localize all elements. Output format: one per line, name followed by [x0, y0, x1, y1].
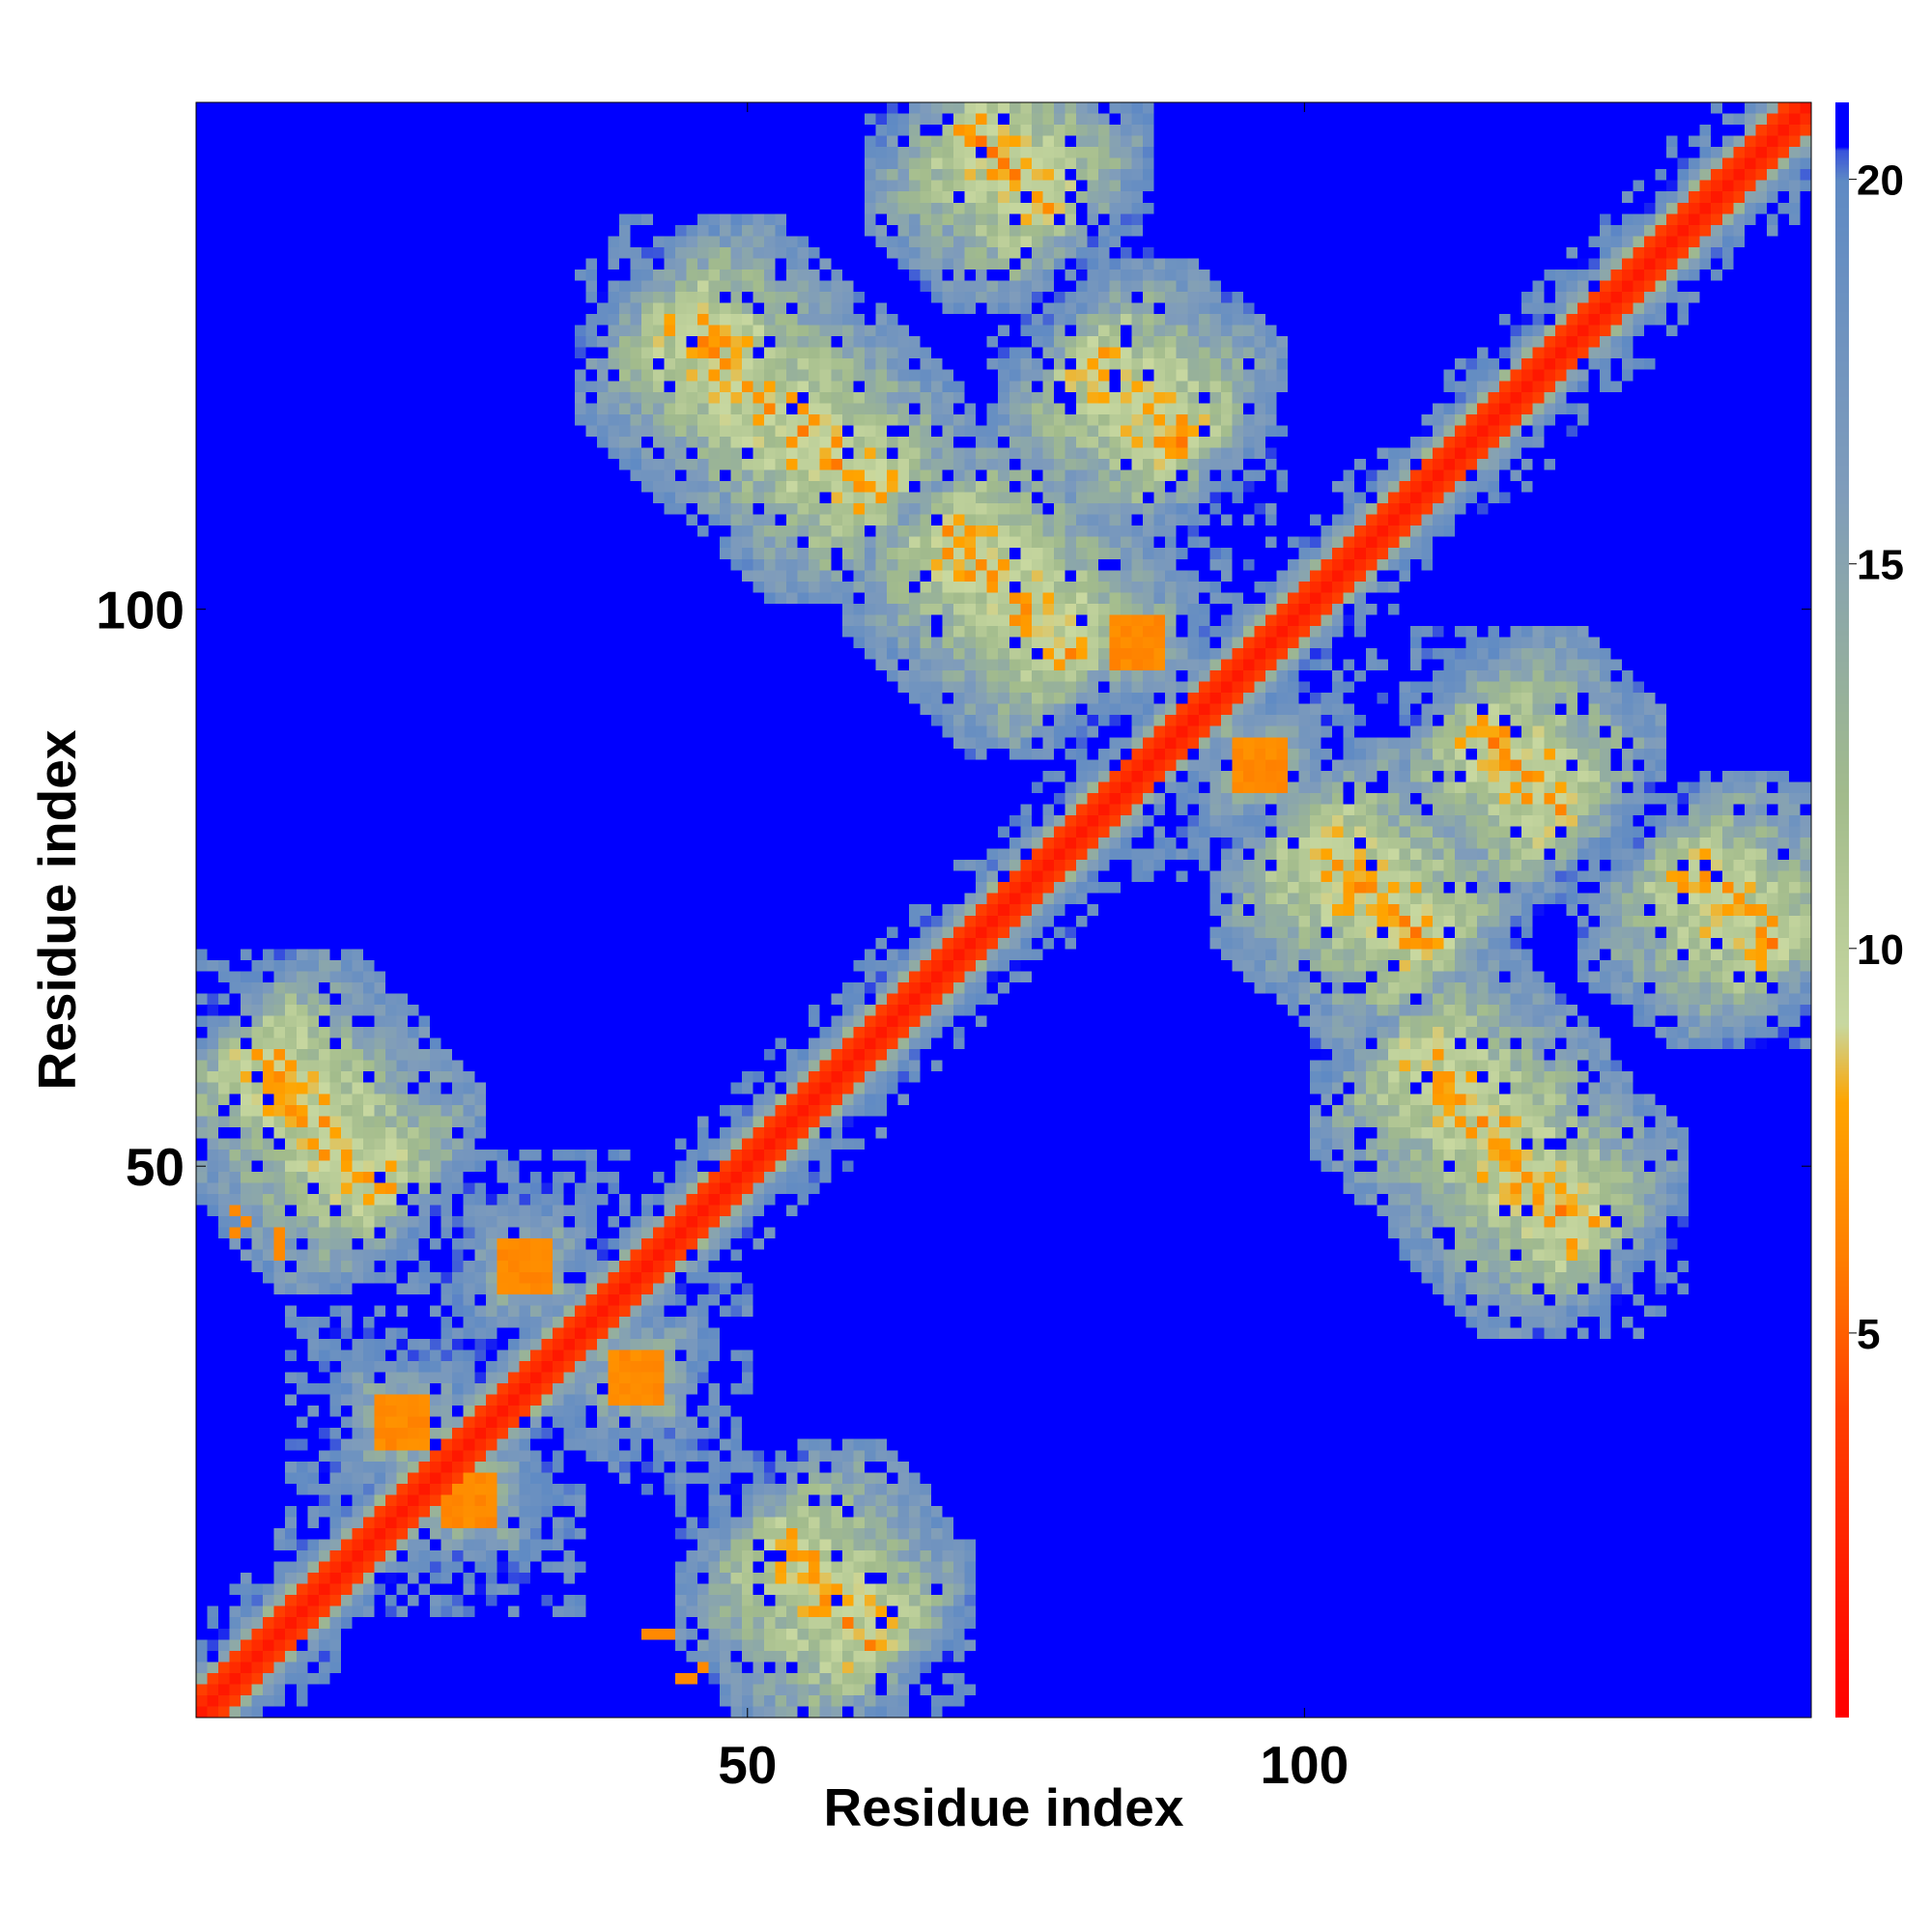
x-axis-title: Residue index [824, 1777, 1184, 1837]
heatmap-plot-area [195, 101, 1812, 1719]
colorbar-gradient [1835, 102, 1849, 1718]
colorbar-tick-label: 15 [1857, 542, 1904, 589]
colorbar: 5 10 15 20 [1835, 102, 1904, 1718]
y-axis: 50 100 [96, 581, 1811, 1197]
x-tick-label: 100 [1260, 1735, 1349, 1795]
plot-frame [195, 101, 1812, 1719]
colorbar-tick-label: 20 [1857, 157, 1904, 205]
y-axis-title: Residue index [27, 729, 87, 1090]
y-tick-label: 100 [96, 581, 185, 640]
colorbar-tick-label: 5 [1857, 1311, 1880, 1358]
colorbar-tick-label: 10 [1857, 926, 1904, 974]
colorbar-ticks: 5 10 15 20 [1849, 157, 1904, 1358]
x-tick-label: 50 [718, 1735, 777, 1795]
x-axis: 50 100 [718, 102, 1349, 1795]
heatmap-cells [196, 102, 1811, 1718]
y-tick-label: 50 [126, 1137, 185, 1197]
